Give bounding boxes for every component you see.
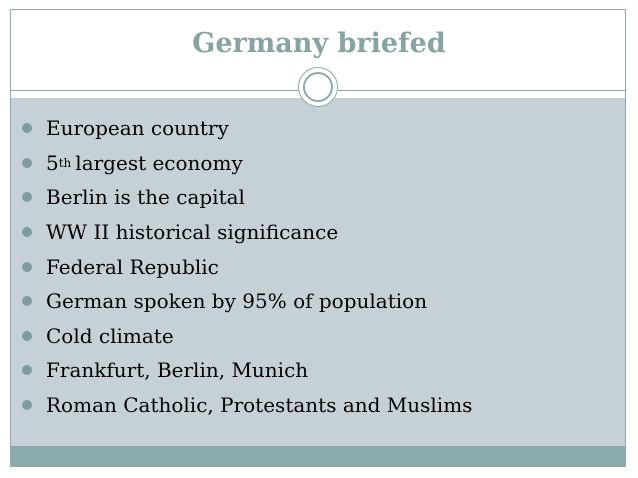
title-divider-right — [338, 90, 626, 91]
filled-circle-bullet-icon — [22, 123, 32, 134]
filled-circle-bullet-icon — [22, 261, 32, 272]
bullet-rank-number: 5 — [46, 150, 59, 175]
inner-ring — [303, 72, 333, 102]
bullet-text: Roman Catholic, Protestants and Muslims — [46, 393, 473, 418]
filled-circle-bullet-icon — [22, 157, 32, 168]
content-panel — [11, 98, 625, 446]
bullet-item-language: German spoken by 95% of population — [22, 284, 472, 319]
bullet-text: Federal Republic — [46, 254, 219, 279]
bullet-item-religion: Roman Catholic, Protestants and Muslims — [22, 388, 472, 423]
slide-title: Germany briefed — [192, 28, 446, 59]
bullet-text: Frankfurt, Berlin, Munich — [46, 358, 309, 383]
filled-circle-bullet-icon — [22, 192, 32, 203]
filled-circle-bullet-icon — [22, 296, 32, 307]
title-divider-left — [11, 90, 302, 91]
bullet-item-european-country: European country — [22, 111, 472, 146]
bullet-text: German spoken by 95% of population — [46, 289, 428, 314]
bullet-text: European country — [46, 116, 229, 141]
bullet-text: Berlin is the capital — [46, 185, 245, 210]
double-ring-icon — [298, 67, 338, 107]
filled-circle-bullet-icon — [22, 400, 32, 411]
bullet-text: largest economy — [75, 150, 243, 175]
bullet-text: Cold climate — [46, 323, 174, 348]
bullet-item-cities: Frankfurt, Berlin, Munich — [22, 353, 472, 388]
filled-circle-bullet-icon — [22, 330, 32, 341]
bullet-item-ww2: WW II historical significance — [22, 215, 472, 250]
bullet-item-capital: Berlin is the capital — [22, 180, 472, 215]
filled-circle-bullet-icon — [22, 365, 32, 376]
bullet-item-climate: Cold climate — [22, 319, 472, 354]
bullet-item-federal-republic: Federal Republic — [22, 249, 472, 284]
filled-circle-bullet-icon — [22, 227, 32, 238]
footer-bar — [11, 446, 625, 466]
bullet-text: WW II historical significance — [46, 220, 339, 245]
